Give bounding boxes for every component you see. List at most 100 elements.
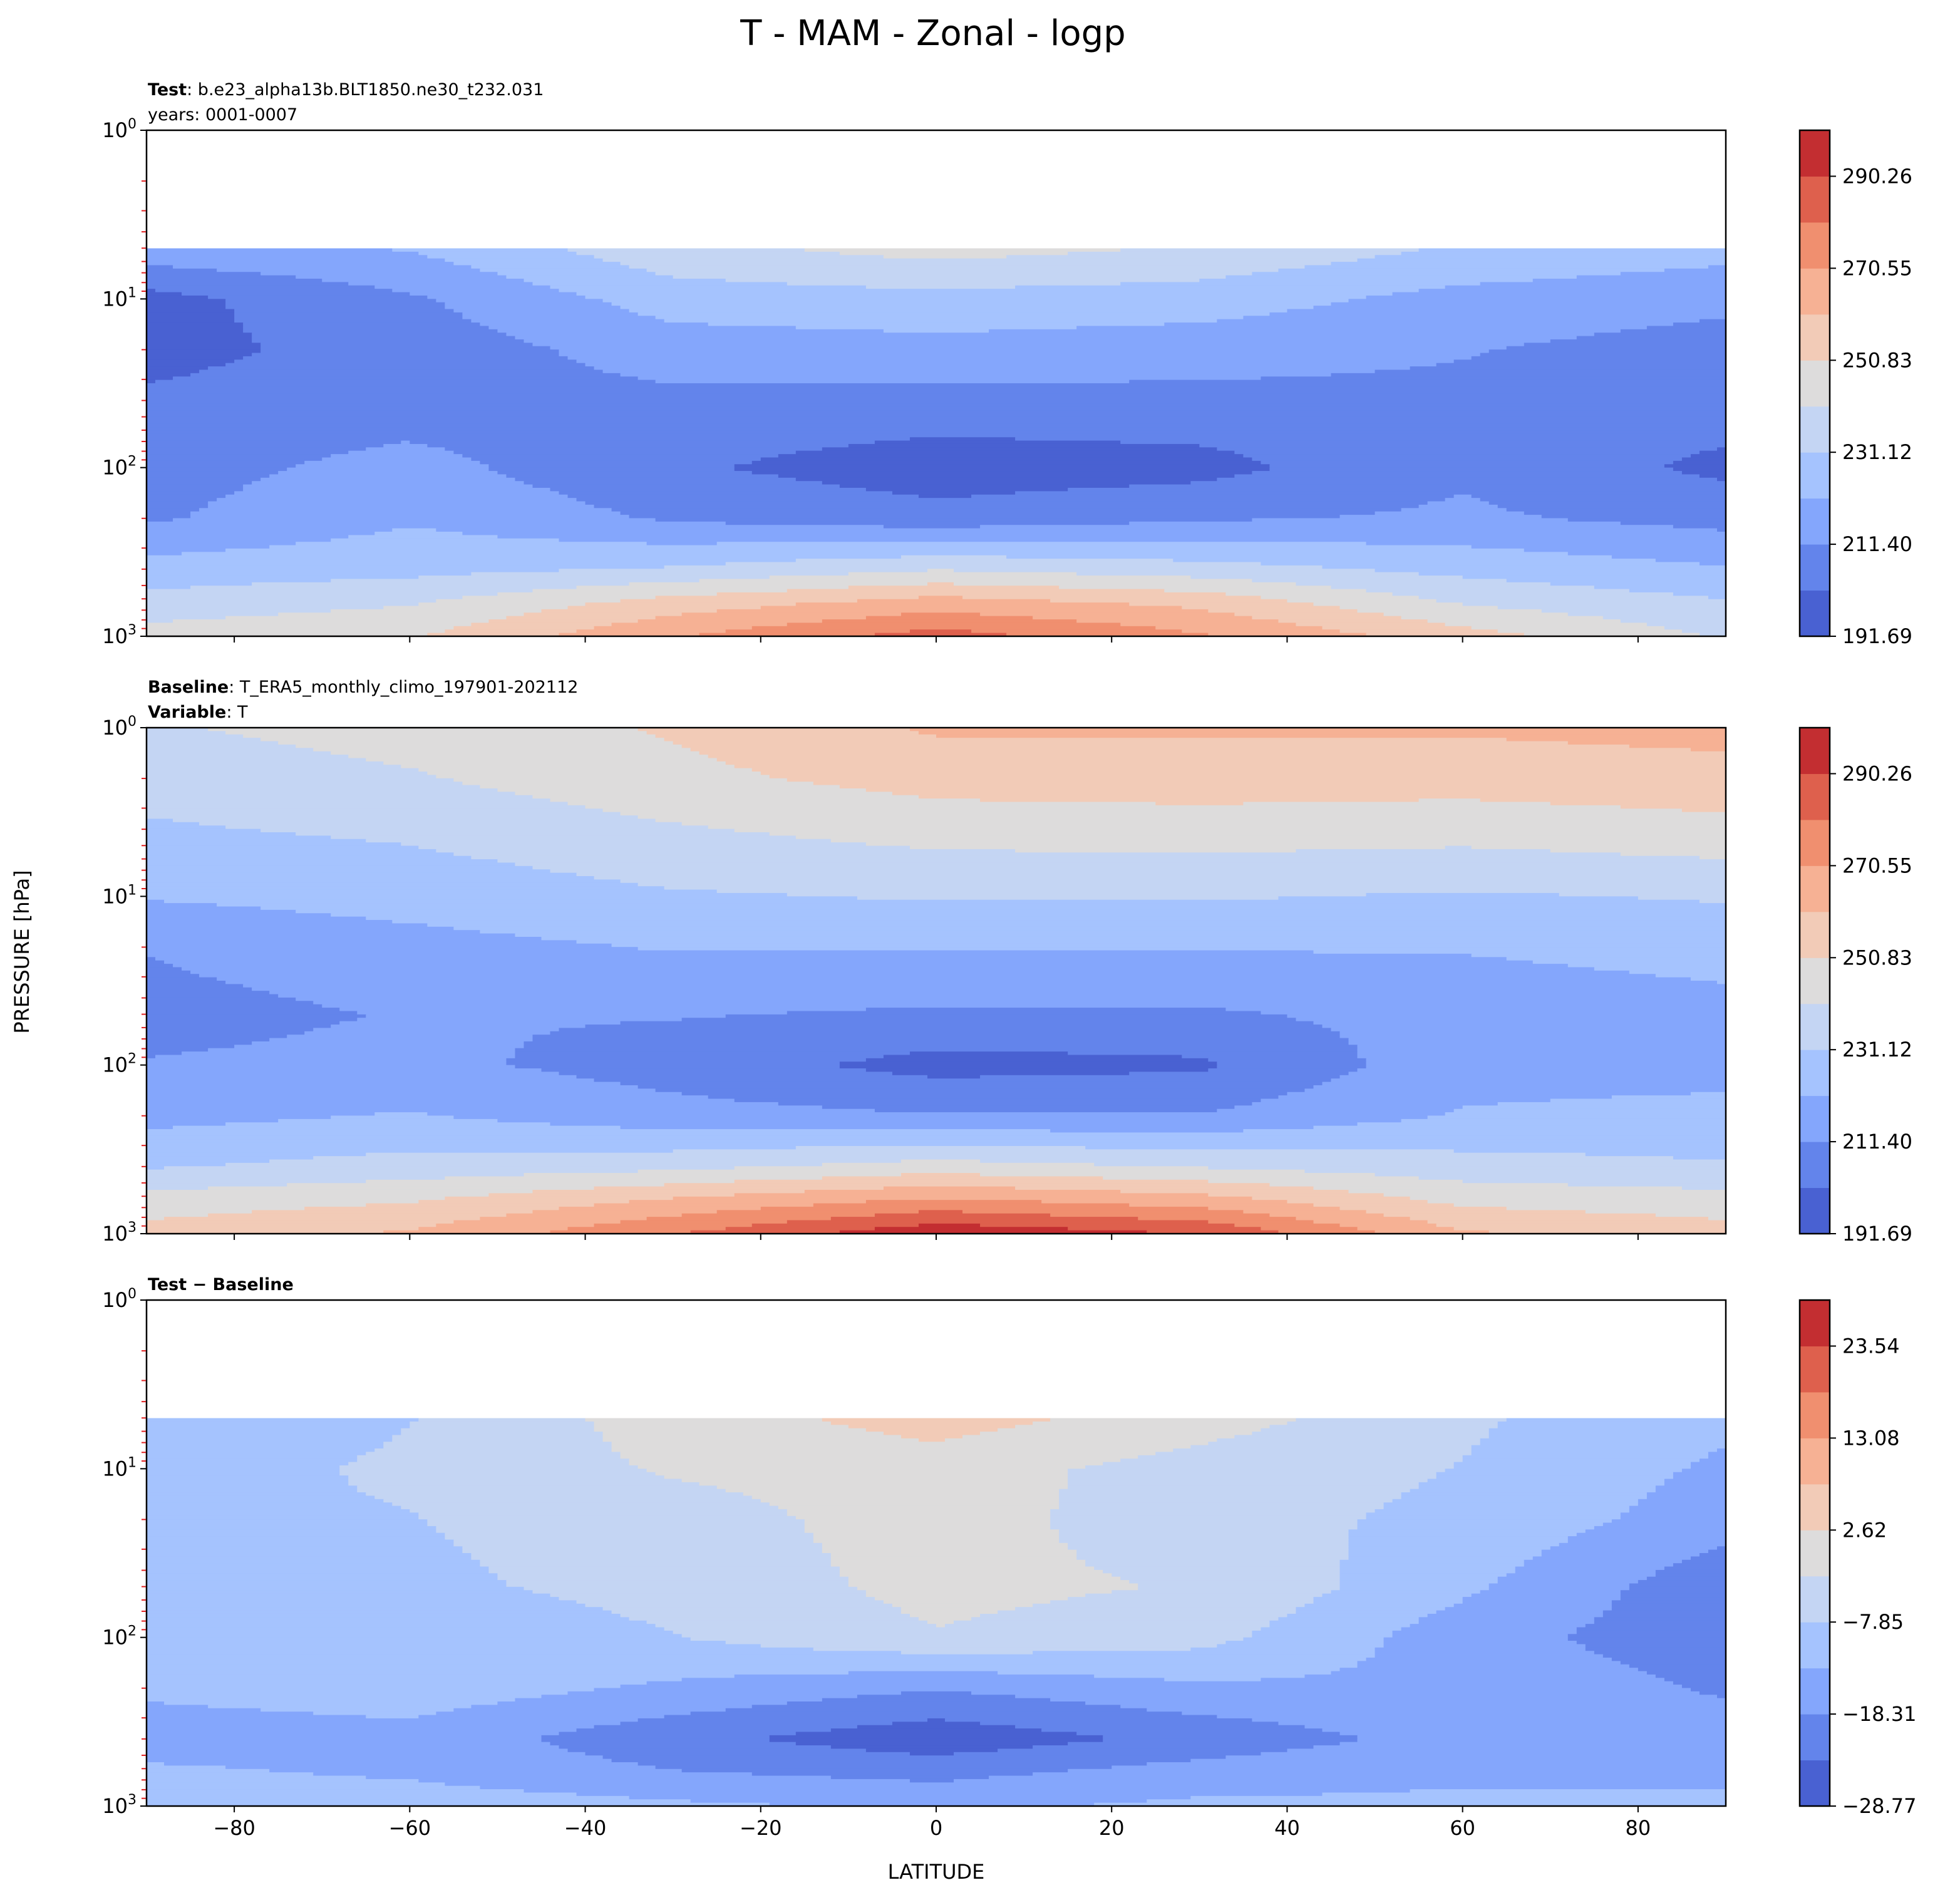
- contour-band-cell: [147, 1041, 252, 1045]
- contour-band-cell: [954, 569, 1376, 573]
- contour-band-cell: [1418, 289, 1726, 293]
- contour-band-cell: [567, 802, 1156, 806]
- contour-band-cell: [594, 876, 1726, 880]
- contour-band-cell: [550, 1742, 797, 1746]
- contour-band-cell: [559, 349, 1490, 354]
- contour-band-cell: [664, 319, 1217, 323]
- contour-band-cell: [673, 741, 1569, 745]
- contour-band-cell: [1550, 1546, 1718, 1551]
- contour-band-cell: [147, 926, 454, 931]
- contour-band-cell: [147, 1038, 270, 1042]
- contour-band-cell: [296, 542, 647, 546]
- contour-band-cell: [1357, 1122, 1726, 1127]
- contour-band-cell: [234, 309, 454, 313]
- contour-band-cell: [147, 599, 436, 603]
- contour-band-cell: [313, 1028, 560, 1032]
- contour-band-cell: [1629, 970, 1726, 974]
- contour-band-cell: [147, 616, 226, 620]
- contour-band-cell: [1339, 1732, 1726, 1736]
- contour-band-cell: [1015, 1695, 1718, 1699]
- contour-band-cell: [147, 569, 560, 573]
- contour-band-cell: [147, 366, 209, 371]
- y-tick-label: 102: [102, 1624, 137, 1650]
- contour-band-cell: [787, 1220, 1209, 1224]
- contour-band-cell: [147, 930, 481, 934]
- contour-band-cell: [147, 1055, 156, 1059]
- contour-band-cell: [147, 576, 419, 580]
- contour-band-cell: [830, 1217, 1138, 1221]
- contour-band-cell: [1366, 1657, 1612, 1661]
- contour-band-cell: [1357, 1068, 1726, 1073]
- contour-band-cell: [900, 555, 1007, 559]
- contour-band-cell: [313, 1156, 1674, 1160]
- contour-band-cell: [147, 1095, 709, 1100]
- colorbar-band: [1800, 1484, 1830, 1531]
- contour-band-cell: [147, 1735, 542, 1739]
- contour-band-cell: [1348, 1556, 1534, 1561]
- contour-band-cell: [865, 1200, 1042, 1204]
- contour-band-cell: [147, 1499, 384, 1503]
- contour-band-cell: [173, 818, 656, 823]
- contour-band-cell: [559, 1071, 893, 1076]
- contour-band-cell: [1550, 849, 1726, 853]
- contour-band-cell: [147, 1125, 173, 1130]
- contour-band-cell: [1339, 1031, 1726, 1035]
- contour-band-cell: [480, 460, 753, 465]
- contour-band-cell: [1629, 589, 1726, 593]
- contour-band-cell: [830, 839, 1726, 843]
- contour-band-cell: [147, 1519, 428, 1524]
- colorbar-tick-label: 211.40: [1842, 1130, 1912, 1154]
- contour-band-cell: [147, 1082, 621, 1086]
- contour-band-cell: [147, 936, 542, 941]
- contour-band-cell: [1103, 1735, 1358, 1739]
- contour-band-cell: [147, 447, 366, 452]
- contour-band-cell: [147, 792, 516, 796]
- contour-band-cell: [1182, 629, 1341, 634]
- contour-band-cell: [147, 933, 516, 937]
- contour-band-cell: [1646, 326, 1726, 330]
- contour-band-cell: [1594, 1651, 1726, 1655]
- contour-band-cell: [778, 474, 1235, 478]
- contour-band-cell: [998, 1610, 1297, 1614]
- contour-band-cell: [1252, 1432, 1490, 1436]
- colorbar-tick-label: 270.55: [1842, 256, 1912, 280]
- contour-band-cell: [1094, 1162, 1726, 1167]
- contour-band-cell: [918, 1210, 963, 1214]
- y-tick-exponent: 0: [128, 1286, 137, 1302]
- contour-band-cell: [269, 545, 1472, 549]
- contour-band-cell: [795, 559, 1173, 563]
- contour-band-cell: [1050, 1418, 1297, 1422]
- contour-band-cell: [225, 731, 647, 735]
- contour-band-cell: [1664, 1482, 1726, 1486]
- contour-band-cell: [173, 619, 490, 624]
- contour-band-cell: [751, 1772, 1033, 1777]
- contour-band-cell: [1655, 1213, 1726, 1217]
- contour-band-cell: [147, 960, 165, 964]
- contour-band-cell: [147, 772, 428, 776]
- contour-band-cell: [620, 306, 1314, 310]
- contour-band-cell: [147, 346, 261, 350]
- contour-band-cell: [1339, 1035, 1726, 1039]
- contour-band-cell: [1488, 349, 1726, 354]
- contour-band-cell: [524, 481, 823, 485]
- contour-band-cell: [637, 728, 910, 731]
- contour-band-cell: [480, 785, 840, 789]
- contour-band-cell: [147, 795, 534, 799]
- contour-band-cell: [637, 947, 1726, 951]
- contour-band-cell: [1225, 1008, 1726, 1012]
- contour-band-cell: [366, 1452, 621, 1456]
- contour-band-cell: [1296, 1418, 1507, 1422]
- contour-band-cell: [1348, 1539, 1569, 1544]
- contour-band-cell: [839, 484, 1130, 488]
- contour-band-cell: [594, 366, 1411, 371]
- contour-band-cell: [348, 1479, 683, 1483]
- contour-band-cell: [1103, 1462, 1455, 1466]
- contour-band-cell: [1269, 1624, 1411, 1628]
- contour-band-cell: [1445, 1607, 1612, 1611]
- contour-band-cell: [980, 1722, 1279, 1726]
- contour-band-cell: [1348, 1038, 1726, 1042]
- contour-band-cell: [962, 1435, 1235, 1439]
- contour-band-cell: [427, 1522, 805, 1527]
